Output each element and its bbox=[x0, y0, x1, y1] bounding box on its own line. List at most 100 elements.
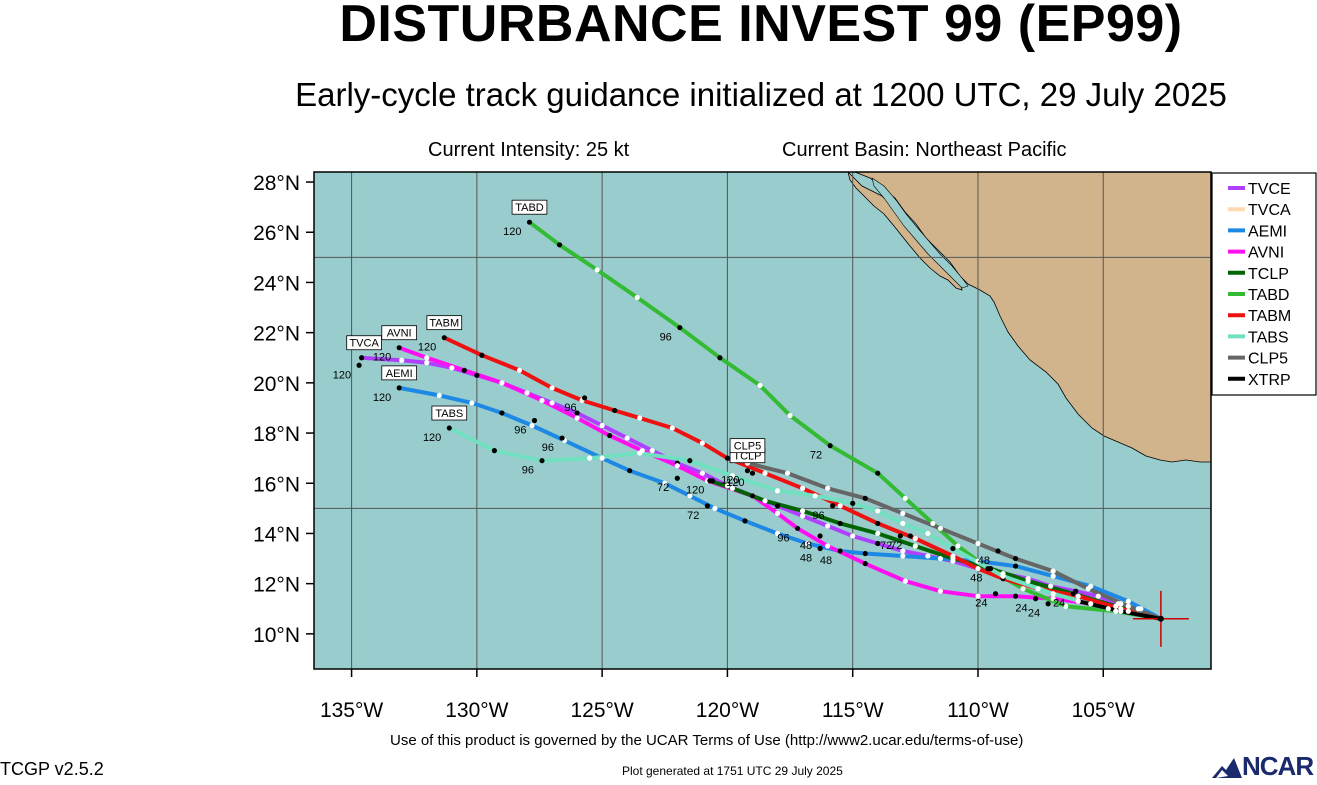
track-point bbox=[479, 352, 485, 358]
track-point bbox=[774, 503, 781, 509]
track-point bbox=[1000, 573, 1006, 579]
track-point bbox=[900, 520, 906, 527]
forecast-hour-point bbox=[907, 533, 913, 539]
track-point bbox=[912, 535, 918, 542]
model-tag-box bbox=[381, 365, 417, 381]
track-point bbox=[925, 530, 931, 537]
track-point bbox=[1063, 603, 1069, 609]
track-point bbox=[1050, 591, 1056, 597]
forecast-hour-point bbox=[1070, 591, 1076, 597]
forecast-hour-label: 120 bbox=[726, 477, 744, 489]
track-point bbox=[1012, 555, 1019, 562]
x-tick-label: 105°W bbox=[1072, 699, 1135, 722]
track-point bbox=[825, 543, 831, 549]
forecast-hour-label: 24 bbox=[1028, 608, 1040, 620]
track-point bbox=[900, 553, 906, 559]
track-point bbox=[1113, 608, 1119, 614]
track-point bbox=[1012, 593, 1019, 599]
track-point bbox=[707, 478, 713, 484]
track-point bbox=[1138, 606, 1144, 612]
track-point bbox=[850, 500, 856, 506]
model-tag-box bbox=[381, 325, 417, 341]
forecast-hour-point bbox=[827, 443, 833, 449]
track-point bbox=[774, 530, 781, 537]
track-point bbox=[637, 415, 643, 421]
track-point bbox=[359, 355, 365, 361]
track-point bbox=[599, 422, 605, 429]
current-intensity: Current Intensity: 25 kt bbox=[428, 139, 630, 161]
forecast-hour-label: 120 bbox=[373, 392, 391, 404]
mexico-mainland bbox=[854, 172, 1211, 463]
track-point bbox=[674, 463, 680, 469]
forecast-hour-label: 48 bbox=[820, 555, 832, 567]
track-point bbox=[624, 435, 630, 441]
forecast-hour-point bbox=[1033, 596, 1039, 602]
track-point bbox=[930, 520, 936, 527]
track-point bbox=[875, 540, 881, 547]
forecast-hour-point bbox=[1045, 601, 1051, 607]
track-point bbox=[975, 565, 981, 572]
forecast-hour-point bbox=[396, 345, 402, 351]
model-tag-box bbox=[511, 199, 548, 215]
terms-of-use: Use of this product is governed by the U… bbox=[390, 732, 1024, 749]
legend-label: TCLP bbox=[1248, 266, 1289, 283]
legend-label: AEMI bbox=[1248, 223, 1287, 240]
track-point bbox=[1085, 586, 1091, 592]
legend-label: TABS bbox=[1248, 329, 1289, 346]
ncar-logo: NCAR bbox=[1212, 750, 1316, 781]
track-point bbox=[724, 483, 731, 489]
track-point bbox=[1125, 603, 1131, 609]
track-point bbox=[729, 473, 736, 479]
forecast-hour-labels: 4872961202496120120244872961207296120247… bbox=[333, 226, 1065, 620]
model-tag-box bbox=[426, 315, 463, 331]
axes: 135°W 130°W 125°W 120°W 115°W 110°W 105°W 10°N 1… bbox=[253, 172, 1135, 722]
track-point bbox=[875, 530, 881, 537]
track-point bbox=[762, 470, 768, 476]
track-point bbox=[900, 510, 906, 516]
forecast-hour-point bbox=[749, 470, 756, 476]
initial-position-marker bbox=[1132, 590, 1189, 647]
forecast-hour-point bbox=[897, 533, 903, 539]
track-point bbox=[975, 558, 981, 564]
y-tick-label: 26°N bbox=[253, 222, 300, 245]
track-point bbox=[837, 520, 843, 527]
track-point bbox=[499, 410, 505, 416]
forecast-hour-label: 120 bbox=[423, 432, 441, 444]
track-point bbox=[937, 588, 943, 594]
track-point bbox=[687, 493, 693, 499]
track-point bbox=[1020, 586, 1026, 592]
track-point bbox=[529, 422, 535, 429]
forecast-hour-point bbox=[744, 468, 751, 474]
initial-marker-dot bbox=[1157, 615, 1164, 622]
forecast-hour-point bbox=[582, 395, 588, 401]
model-tag-label: CLP5 bbox=[734, 441, 762, 453]
track-point bbox=[634, 294, 640, 301]
y-tick-label: 24°N bbox=[253, 272, 300, 295]
track-point bbox=[812, 493, 818, 499]
legend-label: CLP5 bbox=[1248, 351, 1288, 368]
forecast-hour-point bbox=[674, 475, 680, 481]
forecast-hour-label: 24 bbox=[975, 598, 987, 610]
track-point bbox=[1035, 586, 1041, 592]
track-point bbox=[1118, 601, 1124, 607]
track-point bbox=[862, 550, 868, 557]
track-point bbox=[424, 355, 430, 361]
forecast-hour-label: 48 bbox=[978, 555, 990, 567]
forecast-hour-label: 72 bbox=[880, 540, 892, 552]
forecast-hour-label: 24 bbox=[1015, 603, 1027, 615]
track-point bbox=[1050, 573, 1056, 579]
y-tick-label: 10°N bbox=[253, 624, 300, 647]
forecast-hour-point bbox=[396, 385, 402, 391]
track-point bbox=[825, 485, 831, 491]
legend-label: TABM bbox=[1248, 308, 1291, 325]
track-point bbox=[461, 367, 467, 373]
chart-title: DISTURBANCE INVEST 99 (EP99) bbox=[339, 0, 1183, 53]
forecast-hour-label: 120 bbox=[686, 485, 704, 497]
track-point bbox=[627, 468, 633, 474]
track-point bbox=[549, 385, 555, 391]
x-tick-label: 125°W bbox=[571, 699, 634, 722]
track-point bbox=[875, 520, 881, 527]
track-point bbox=[774, 488, 781, 494]
track-point bbox=[937, 555, 943, 562]
track-point bbox=[805, 540, 811, 547]
